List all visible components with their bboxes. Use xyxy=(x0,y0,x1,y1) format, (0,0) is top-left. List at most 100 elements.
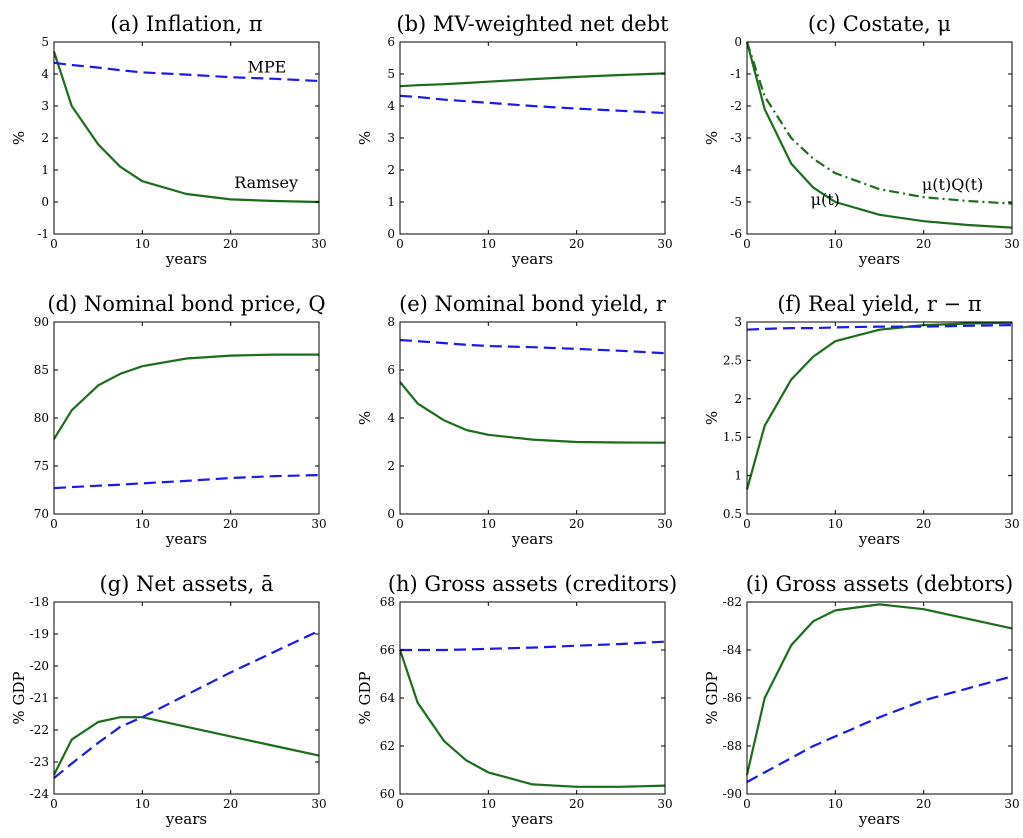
x-tick-label: 10 xyxy=(135,797,150,811)
series-annotation: MPE xyxy=(247,58,286,77)
axes-frame xyxy=(399,601,666,795)
x-tick-label: 30 xyxy=(1004,517,1019,531)
x-tick-label: 0 xyxy=(743,797,751,811)
y-tick-label: 5 xyxy=(387,67,395,81)
series-annotation: μ(t) xyxy=(811,190,840,209)
chart-title: (a) Inflation, π xyxy=(110,12,263,36)
y-tick-label: 4 xyxy=(387,411,395,425)
y-tick-label: -19 xyxy=(30,627,49,641)
y-axis-label: % xyxy=(10,131,28,145)
y-tick-label: 2 xyxy=(387,459,395,473)
x-tick-label: 10 xyxy=(481,237,496,251)
x-tick-label: 20 xyxy=(223,517,238,531)
chart-title: (d) Nominal bond price, Q xyxy=(47,292,325,316)
x-tick-label: 20 xyxy=(569,517,584,531)
x-tick-label: 30 xyxy=(311,517,326,531)
y-tick-label: 1 xyxy=(734,469,742,483)
x-tick-label: 0 xyxy=(396,797,404,811)
axes-frame xyxy=(746,321,1013,515)
y-tick-label: -4 xyxy=(730,163,742,177)
x-axis-label: years xyxy=(858,250,900,268)
y-tick-label: 0 xyxy=(387,507,395,521)
series-line xyxy=(746,324,1013,331)
y-tick-label: -18 xyxy=(30,595,49,609)
series-line xyxy=(398,649,666,788)
series-line xyxy=(400,640,666,652)
y-tick-label: -82 xyxy=(723,595,742,609)
x-axis-label: years xyxy=(511,250,553,268)
series-line xyxy=(53,474,320,490)
y-tick-label: 1 xyxy=(387,195,395,209)
y-tick-label: -1 xyxy=(37,227,49,241)
x-tick-label: 0 xyxy=(743,517,751,531)
y-tick-label: 2 xyxy=(734,392,742,406)
y-tick-label: 2 xyxy=(387,163,395,177)
chart-panel: (c) Costate, μ 0 10 20 30 -6 -5 -4 -3 -2 -1 0 years%… xyxy=(703,12,1020,268)
x-tick-label: 20 xyxy=(223,797,238,811)
y-tick-label: 0.5 xyxy=(723,507,742,521)
y-tick-label: 90 xyxy=(34,315,49,329)
y-tick-label: 1 xyxy=(41,163,49,177)
x-tick-label: 30 xyxy=(311,797,326,811)
y-tick-label: -6 xyxy=(730,227,742,241)
x-tick-label: 20 xyxy=(916,237,931,251)
y-tick-label: 3 xyxy=(734,315,742,329)
series-line xyxy=(745,41,1013,205)
chart-title: (h) Gross assets (creditors) xyxy=(388,572,677,596)
series-annotation: μ(t)Q(t) xyxy=(922,175,983,194)
y-axis-label: % xyxy=(356,131,374,145)
chart-panel: (h) Gross assets (creditors) 0 10 20 30 60 62 6… xyxy=(356,572,677,828)
chart-panel: (d) Nominal bond price, Q 0 10 20 30 70 75 80 85… xyxy=(34,292,327,548)
series-annotation: Ramsey xyxy=(234,173,298,192)
y-tick-label: -23 xyxy=(30,755,49,769)
x-tick-label: 30 xyxy=(657,517,672,531)
chart-title: (c) Costate, μ xyxy=(808,12,951,36)
y-tick-label: 6 xyxy=(387,363,395,377)
series-line xyxy=(53,353,319,440)
y-tick-label: 0 xyxy=(734,35,742,49)
x-axis-label: years xyxy=(165,250,207,268)
series-line xyxy=(399,94,666,115)
axes-frame xyxy=(746,41,1013,235)
series-line xyxy=(52,51,320,204)
series-line xyxy=(399,381,666,444)
chart-title: (e) Nominal bond yield, r xyxy=(399,292,667,316)
chart-panel: (i) Gross assets (debtors) 0 10 20 30 -90 -88 -… xyxy=(703,572,1020,828)
y-axis-label: % xyxy=(356,411,374,425)
x-tick-label: 20 xyxy=(569,237,584,251)
chart-panel: (b) MV-weighted net debt 0 10 20 30 0 1 2 3 4 5 6 ye… xyxy=(356,12,673,268)
series-line xyxy=(399,72,666,88)
x-tick-label: 20 xyxy=(223,237,238,251)
y-tick-label: 1.5 xyxy=(723,430,742,444)
y-axis-label: % xyxy=(703,411,721,425)
y-tick-label: -20 xyxy=(30,659,49,673)
x-tick-label: 30 xyxy=(1004,237,1019,251)
x-tick-label: 30 xyxy=(311,237,326,251)
y-tick-label: 85 xyxy=(34,363,49,377)
x-tick-label: 10 xyxy=(828,237,843,251)
x-tick-label: 30 xyxy=(657,237,672,251)
series-line xyxy=(399,338,666,355)
axes-frame xyxy=(53,601,320,795)
y-tick-label: -88 xyxy=(723,739,742,753)
chart-title: (i) Gross assets (debtors) xyxy=(746,572,1013,596)
x-tick-label: 30 xyxy=(657,797,672,811)
y-tick-label: 62 xyxy=(380,739,395,753)
series-line xyxy=(53,716,320,776)
y-tick-label: 70 xyxy=(34,507,49,521)
x-axis-label: years xyxy=(511,530,553,548)
y-tick-label: 5 xyxy=(41,35,49,49)
y-tick-label: 2 xyxy=(41,131,49,145)
x-tick-label: 10 xyxy=(135,237,150,251)
y-tick-label: -24 xyxy=(30,787,50,801)
chart-title: (g) Net assets, ā xyxy=(99,572,273,596)
x-tick-label: 0 xyxy=(50,797,58,811)
axes-frame xyxy=(399,41,666,235)
y-tick-label: 75 xyxy=(34,459,49,473)
series-line xyxy=(745,603,1013,776)
x-tick-label: 10 xyxy=(828,797,843,811)
y-tick-label: 68 xyxy=(380,595,395,609)
x-tick-label: 0 xyxy=(396,517,404,531)
y-tick-label: -2 xyxy=(730,99,742,113)
series-line xyxy=(745,321,1013,490)
